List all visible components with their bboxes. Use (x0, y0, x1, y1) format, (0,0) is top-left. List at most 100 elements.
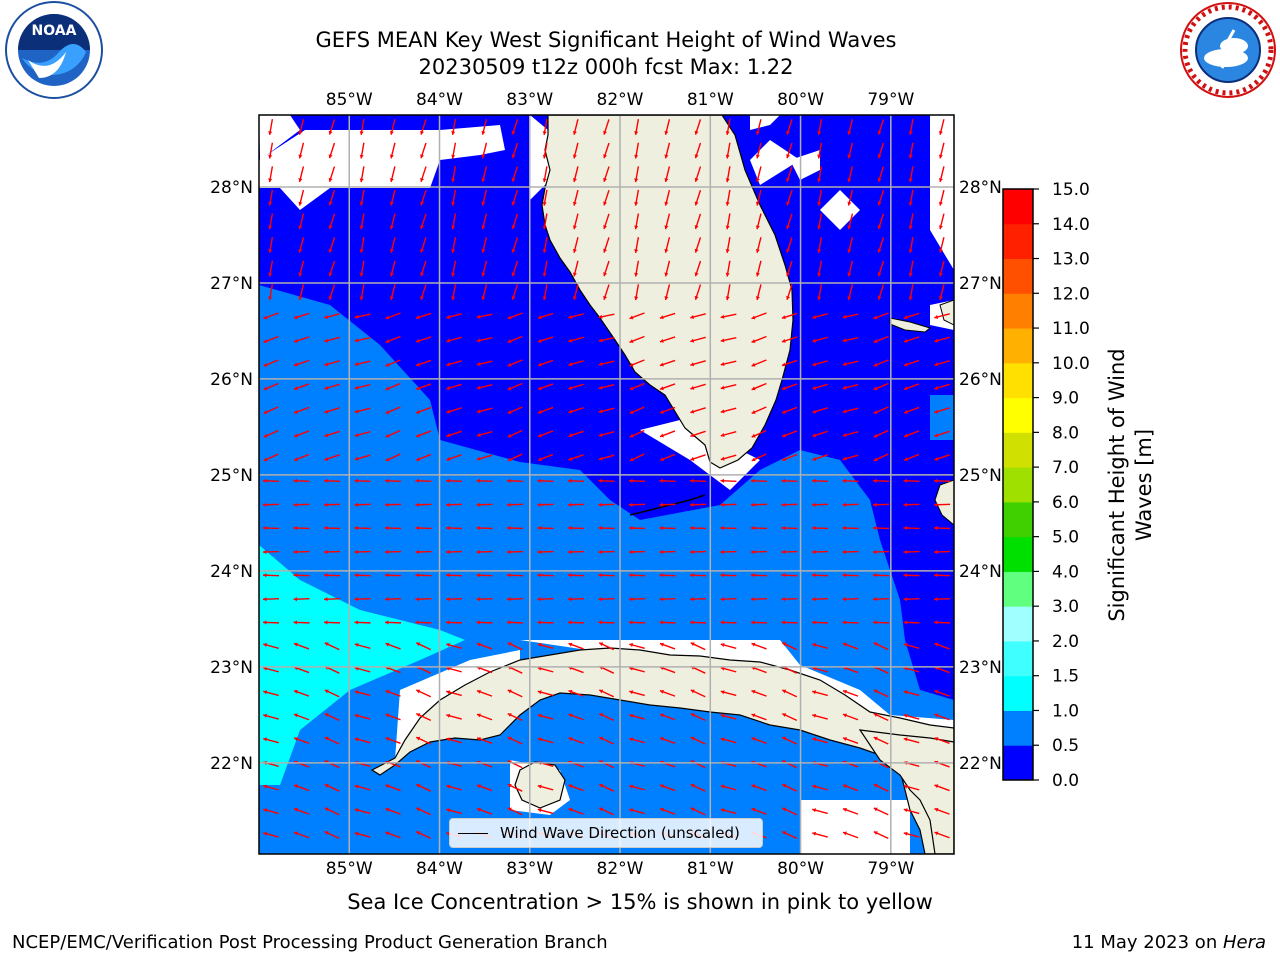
wave-direction-arrow (451, 118, 457, 136)
wave-direction-arrow (263, 312, 279, 320)
wave-direction-arrow (934, 713, 950, 721)
wave-direction-arrow (481, 284, 488, 301)
wave-direction-arrow (451, 284, 457, 301)
wave-direction-arrow (476, 337, 493, 343)
wave-direction-arrow (629, 312, 645, 320)
wave-direction-arrow (938, 284, 945, 301)
wave-direction-arrow (359, 142, 365, 159)
wave-direction-arrow (293, 713, 310, 721)
wave-direction-arrow (476, 597, 493, 602)
wave-direction-arrow (933, 525, 951, 531)
wave-direction-arrow (689, 525, 707, 531)
wave-direction-arrow (842, 337, 859, 343)
wave-direction-arrow (568, 360, 584, 367)
wave-direction-arrow (359, 189, 365, 206)
wave-direction-arrow (420, 213, 427, 230)
wave-direction-arrow (446, 784, 462, 791)
wave-direction-arrow (476, 620, 493, 625)
wave-direction-arrow (537, 312, 554, 320)
wave-direction-arrow (750, 549, 768, 555)
wave-direction-arrow (293, 383, 310, 391)
wave-direction-arrow (934, 831, 950, 839)
wave-direction-arrow (933, 502, 951, 507)
colorbar-tick-label: 5.0 (1052, 528, 1079, 548)
wave-direction-arrow (598, 712, 615, 722)
wave-direction-arrow (537, 737, 554, 744)
wave-direction-arrow (415, 406, 432, 414)
wave-direction-arrow (263, 382, 279, 391)
lat-tick-label-right: 22°N (959, 754, 1002, 774)
wave-direction-arrow (415, 549, 432, 555)
wave-direction-arrow (750, 502, 768, 507)
wave-direction-arrow (908, 142, 914, 159)
wave-direction-arrow (542, 236, 548, 254)
wave-direction-arrow (263, 737, 279, 744)
wave-direction-arrow (598, 549, 615, 555)
wave-direction-arrow (389, 213, 396, 230)
wave-direction-arrow (572, 119, 579, 135)
wave-direction-arrow (781, 430, 798, 438)
wave-direction-arrow (354, 784, 371, 791)
wave-direction-arrow (842, 384, 859, 390)
wave-direction-arrow (847, 284, 854, 301)
wave-direction-arrow (781, 336, 798, 343)
chart-title: GEFS MEAN Key West Significant Height of… (315, 28, 897, 52)
wave-direction-arrow (908, 118, 914, 136)
wave-direction-arrow (842, 454, 859, 461)
wave-direction-arrow (415, 642, 432, 651)
wave-direction-arrow (659, 359, 676, 367)
wave-direction-arrow (354, 597, 371, 602)
wave-direction-arrow (298, 189, 305, 206)
colorbar-tick-label: 1.0 (1052, 701, 1079, 721)
wave-direction-arrow (354, 620, 371, 625)
wave-direction-arrow (506, 502, 524, 507)
wave-direction-arrow (511, 237, 519, 253)
wave-direction-arrow (446, 336, 462, 343)
wave-direction-arrow (445, 549, 463, 555)
wave-direction-arrow (903, 383, 920, 391)
wave-direction-arrow (872, 549, 890, 555)
wave-direction-arrow (903, 549, 920, 555)
nws-logo-icon (1176, 0, 1280, 104)
wave-direction-arrow (933, 573, 951, 578)
wave-direction-arrow (354, 808, 371, 815)
wave-direction-arrow (812, 407, 828, 414)
wave-direction-arrow (293, 620, 310, 625)
wave-direction-arrow (781, 383, 798, 391)
wave-direction-arrow (481, 119, 488, 135)
wave-direction-arrow (598, 620, 615, 625)
wave-direction-arrow (598, 337, 615, 343)
wave-direction-arrow (720, 431, 737, 437)
wave-direction-arrow (872, 597, 890, 602)
colorbar-tick-label: 12.0 (1052, 284, 1090, 304)
colorbar-tick-label: 3.0 (1052, 597, 1079, 617)
wave-direction-arrow (694, 119, 702, 135)
wave-direction-arrow (293, 312, 310, 320)
land-southeast (858, 729, 954, 854)
wave-direction-arrow (877, 284, 885, 301)
wave-direction-arrow (262, 549, 280, 555)
colorbar-swatch (1003, 501, 1033, 538)
wave-direction-arrow (568, 313, 584, 319)
wave-direction-arrow (507, 429, 523, 438)
wave-direction-arrow (781, 642, 798, 651)
wave-direction-arrow (481, 213, 488, 230)
wave-direction-arrow (812, 313, 828, 319)
wave-direction-arrow (446, 313, 462, 319)
wave-direction-arrow (877, 237, 885, 253)
wave-direction-arrow (751, 406, 767, 415)
wave-direction-arrow (481, 260, 488, 277)
wave-direction-arrow (934, 360, 950, 367)
wave-direction-arrow (298, 237, 305, 253)
wave-direction-arrow (537, 784, 554, 791)
lon-tick-label-bottom: 80°W (777, 859, 824, 879)
wave-direction-arrow (263, 643, 279, 649)
wave-direction-arrow (938, 260, 945, 277)
wave-direction-arrow (354, 525, 371, 531)
wave-direction-arrow (664, 260, 671, 277)
wave-direction-arrow (842, 597, 859, 602)
wave-direction-arrow (817, 284, 823, 301)
wave-direction-arrow (908, 166, 914, 183)
wave-direction-arrow (842, 313, 859, 319)
lat-tick-label-left: 25°N (210, 466, 253, 486)
